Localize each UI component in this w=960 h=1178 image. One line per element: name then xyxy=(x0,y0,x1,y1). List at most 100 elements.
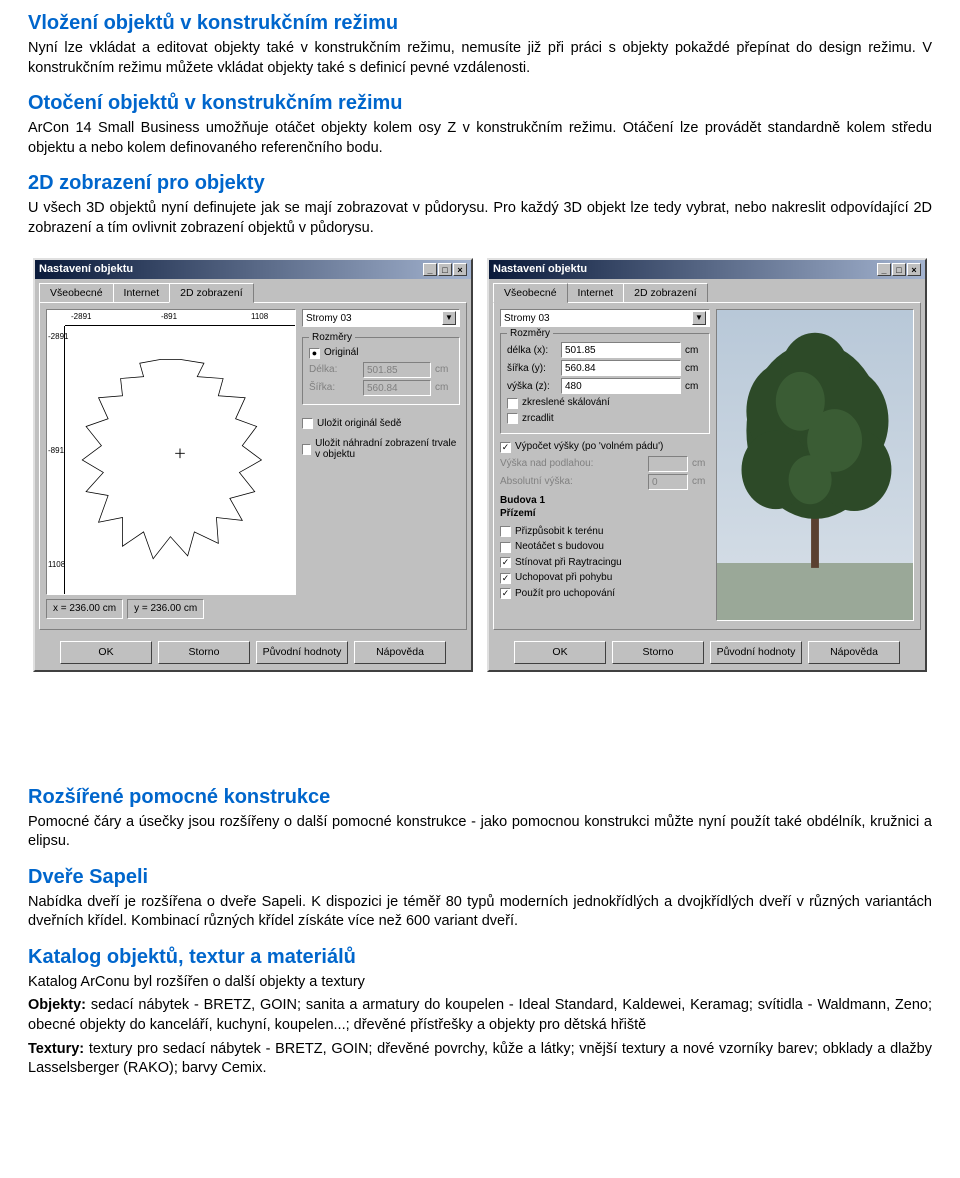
label-freefall: Výpočet výšky (po 'volném pádu') xyxy=(515,440,663,454)
help-button[interactable]: Nápověda xyxy=(354,641,446,663)
label-save-permanent: Uložit náhradní zobrazení trvale v objek… xyxy=(315,438,460,460)
text-objekty: sedací nábytek - BRETZ, GOIN; sanita a a… xyxy=(28,997,932,1033)
checkbox-freefall[interactable]: ✓ xyxy=(500,442,511,453)
para-catalog-intro: Katalog ArConu byl rozšířen o další obje… xyxy=(28,973,932,993)
checkbox-mirror[interactable] xyxy=(507,413,518,424)
label-sirka: Šířka: xyxy=(309,381,359,395)
window-buttons: _ □ × xyxy=(877,263,921,276)
label-delka: délka (x): xyxy=(507,344,557,358)
maximize-button[interactable]: □ xyxy=(438,263,452,276)
group-title: Rozměry xyxy=(309,331,355,345)
label-objekty: Objekty: xyxy=(28,997,86,1013)
label-save-gray: Uložit originál šedě xyxy=(317,417,402,431)
reset-button[interactable]: Původní hodnoty xyxy=(710,641,802,663)
object-dropdown[interactable]: Stromy 03 ▼ xyxy=(302,309,460,327)
label-original: Originál xyxy=(324,346,358,360)
input-sirka: 560.84 xyxy=(363,380,431,396)
unit-cm: cm xyxy=(685,362,703,376)
label-terrain: Přizpůsobit k terénu xyxy=(515,525,603,539)
close-button[interactable]: × xyxy=(907,263,921,276)
radio-original[interactable]: ● xyxy=(309,348,320,359)
tab-internet[interactable]: Internet xyxy=(113,283,171,303)
ruler-label: 1108 xyxy=(251,312,268,323)
label-shadow: Stínovat při Raytracingu xyxy=(515,556,622,570)
unit-cm: cm xyxy=(435,363,453,377)
dropdown-value: Stromy 03 xyxy=(306,312,352,326)
label-grip: Uchopovat při pohybu xyxy=(515,571,612,585)
tab-2d[interactable]: 2D zobrazení xyxy=(169,283,253,303)
ruler-label: -891 xyxy=(161,312,177,323)
ok-button[interactable]: OK xyxy=(514,641,606,663)
coord-y: y = 236.00 cm xyxy=(127,599,204,619)
heading-rotate-objects: Otočení objektů v konstrukčním režimu xyxy=(28,90,932,117)
unit-cm: cm xyxy=(692,457,710,471)
label-abs-height: Absolutní výška: xyxy=(500,475,644,489)
reset-button[interactable]: Původní hodnoty xyxy=(256,641,348,663)
input-delka[interactable]: 501.85 xyxy=(561,342,681,358)
checkbox-save-permanent[interactable] xyxy=(302,444,311,455)
cancel-button[interactable]: Storno xyxy=(612,641,704,663)
chevron-down-icon: ▼ xyxy=(442,311,456,325)
tab-internet[interactable]: Internet xyxy=(567,283,625,303)
unit-cm: cm xyxy=(685,380,703,394)
ok-button[interactable]: OK xyxy=(60,641,152,663)
para-rotate-objects: ArCon 14 Small Business umožňuje otáčet … xyxy=(28,119,932,158)
object-dropdown[interactable]: Stromy 03 ▼ xyxy=(500,309,710,327)
group-dimensions: Rozměry ●Originál Délka: 501.85 cm Šířka… xyxy=(302,337,460,405)
checkbox-usegrip[interactable]: ✓ xyxy=(500,588,511,599)
tree-svg xyxy=(717,310,913,620)
tab-strip: Všeobecné Internet 2D zobrazení xyxy=(39,283,467,303)
dialog-2d-view: Nastavení objektu _ □ × Všeobecné Intern… xyxy=(33,258,473,671)
maximize-button[interactable]: □ xyxy=(892,263,906,276)
minimize-button[interactable]: _ xyxy=(877,263,891,276)
ruler-label: 1108 xyxy=(48,560,65,571)
dropdown-value: Stromy 03 xyxy=(504,312,550,326)
input-above-floor xyxy=(648,456,688,472)
group-dimensions: Rozměry délka (x): 501.85 cm šířka (y): … xyxy=(500,333,710,434)
checkbox-norotate[interactable] xyxy=(500,542,511,553)
preview-canvas xyxy=(716,309,914,621)
tab-general[interactable]: Všeobecné xyxy=(493,283,568,303)
tab-strip: Všeobecné Internet 2D zobrazení xyxy=(493,283,921,303)
dialog-buttons: OK Storno Původní hodnoty Nápověda xyxy=(489,635,925,669)
input-vyska[interactable]: 480 xyxy=(561,378,681,394)
label-textury: Textury: xyxy=(28,1041,84,1057)
unit-cm: cm xyxy=(692,475,710,489)
draw-area xyxy=(65,326,295,594)
checkbox-save-gray[interactable] xyxy=(302,418,313,429)
window-buttons: _ □ × xyxy=(423,263,467,276)
drawing-canvas[interactable]: -2891 -891 1108 -2891 -891 1108 xyxy=(46,309,296,595)
label-sirka: šířka (y): xyxy=(507,362,557,376)
input-abs-height: 0 xyxy=(648,474,688,490)
tab-panel-2d: -2891 -891 1108 -2891 -891 1108 xyxy=(39,302,467,630)
para-helper-constructs: Pomocné čáry a úsečky jsou rozšířeny o d… xyxy=(28,813,932,852)
coord-x: x = 236.00 cm xyxy=(46,599,123,619)
tab-general[interactable]: Všeobecné xyxy=(39,283,114,303)
unit-cm: cm xyxy=(435,381,453,395)
close-button[interactable]: × xyxy=(453,263,467,276)
titlebar: Nastavení objektu _ □ × xyxy=(489,260,925,279)
checkbox-shadow[interactable]: ✓ xyxy=(500,557,511,568)
heading-catalog: Katalog objektů, textur a materiálů xyxy=(28,944,932,971)
heading-sapeli: Dveře Sapeli xyxy=(28,864,932,891)
checkbox-terrain[interactable] xyxy=(500,526,511,537)
group-title: Rozměry xyxy=(507,327,553,341)
heading-helper-constructs: Rozšířené pomocné konstrukce xyxy=(28,784,932,811)
tab-2d[interactable]: 2D zobrazení xyxy=(623,283,707,303)
label-mirror: zrcadlit xyxy=(522,412,554,426)
label-scale: zkreslené skálování xyxy=(522,396,610,410)
minimize-button[interactable]: _ xyxy=(423,263,437,276)
label-building: Budova 1 xyxy=(500,494,710,508)
help-button[interactable]: Nápověda xyxy=(808,641,900,663)
label-delka: Délka: xyxy=(309,363,359,377)
para-sapeli: Nabídka dveří je rozšířena o dveře Sapel… xyxy=(28,893,932,932)
heading-2d-display: 2D zobrazení pro objekty xyxy=(28,170,932,197)
input-delka: 501.85 xyxy=(363,362,431,378)
input-sirka[interactable]: 560.84 xyxy=(561,360,681,376)
dialog-title: Nastavení objektu xyxy=(493,262,587,277)
dialog-general: Nastavení objektu _ □ × Všeobecné Intern… xyxy=(487,258,927,671)
checkbox-grip[interactable]: ✓ xyxy=(500,573,511,584)
checkbox-scale[interactable] xyxy=(507,398,518,409)
heading-insert-objects: Vložení objektů v konstrukčním režimu xyxy=(28,10,932,37)
cancel-button[interactable]: Storno xyxy=(158,641,250,663)
